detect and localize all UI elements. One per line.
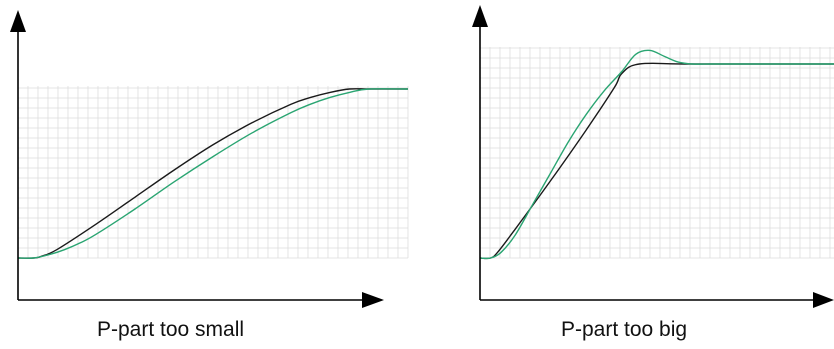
- x-axis-arrow-right: [813, 292, 834, 308]
- chart-title-right: P-part too big: [561, 318, 688, 341]
- setpoint-line-right: [480, 62, 834, 260]
- plot-area-right: [480, 49, 834, 260]
- response-line-left: [18, 88, 409, 259]
- grid-right: [480, 47, 834, 259]
- setpoint-line-left: [18, 88, 408, 259]
- y-axis-arrow-left: [10, 10, 26, 32]
- chart-left: [10, 10, 409, 308]
- chart-right: [472, 5, 834, 308]
- y-axis-arrow-right: [472, 5, 488, 27]
- chart-title-left: P-part too small: [97, 318, 245, 341]
- grid-left: [18, 86, 409, 259]
- response-line-right: [480, 49, 834, 260]
- x-axis-arrow-left: [362, 292, 384, 308]
- plot-area-left: [18, 88, 409, 259]
